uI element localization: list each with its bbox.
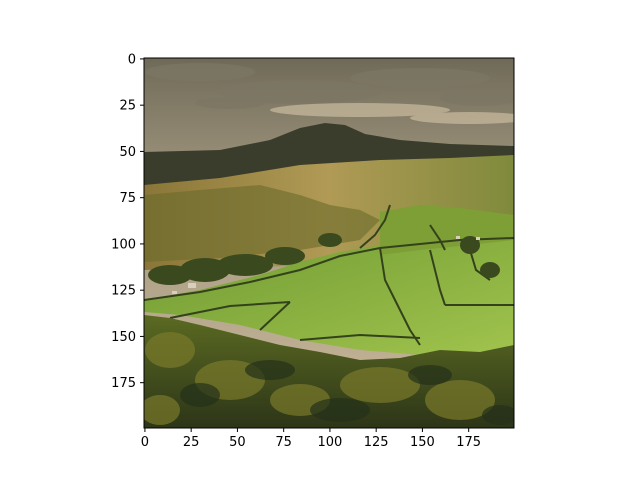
- farm-buildings: [172, 236, 480, 294]
- cloud-highlights: [270, 103, 514, 124]
- x-tick-label: 125: [364, 435, 389, 450]
- y-tick-label: 125: [111, 284, 136, 299]
- green-fields: [144, 236, 514, 360]
- x-axis: 0 25 50 75 100 125 150 175: [141, 428, 481, 450]
- upper-field: [380, 205, 514, 255]
- y-axis: 0 25 50 75 100 125 150 175: [111, 52, 144, 391]
- y-tick-label: 150: [111, 330, 136, 345]
- landscape-image: [144, 58, 514, 428]
- x-tick-label: 50: [229, 435, 246, 450]
- plot-frame: [143, 57, 515, 429]
- y-tick-label: 75: [119, 191, 136, 206]
- y-tick-label: 175: [111, 376, 136, 391]
- x-tick-label: 75: [275, 435, 292, 450]
- stone-walls: [144, 204, 514, 346]
- y-tick-label: 50: [119, 145, 136, 160]
- foreground-shadows: [180, 360, 514, 425]
- x-tick-label: 150: [410, 435, 435, 450]
- x-tick-label: 25: [183, 435, 200, 450]
- y-tick-label: 100: [111, 237, 136, 252]
- foreground-trees: [144, 315, 514, 428]
- x-tick-label: 100: [318, 435, 343, 450]
- tree-line-middle: [148, 233, 500, 285]
- y-tick-label: 0: [128, 52, 136, 67]
- x-tick-label: 175: [456, 435, 481, 450]
- clouds: [145, 63, 514, 109]
- x-tick-label: 0: [141, 435, 149, 450]
- y-tick-label: 25: [119, 99, 136, 114]
